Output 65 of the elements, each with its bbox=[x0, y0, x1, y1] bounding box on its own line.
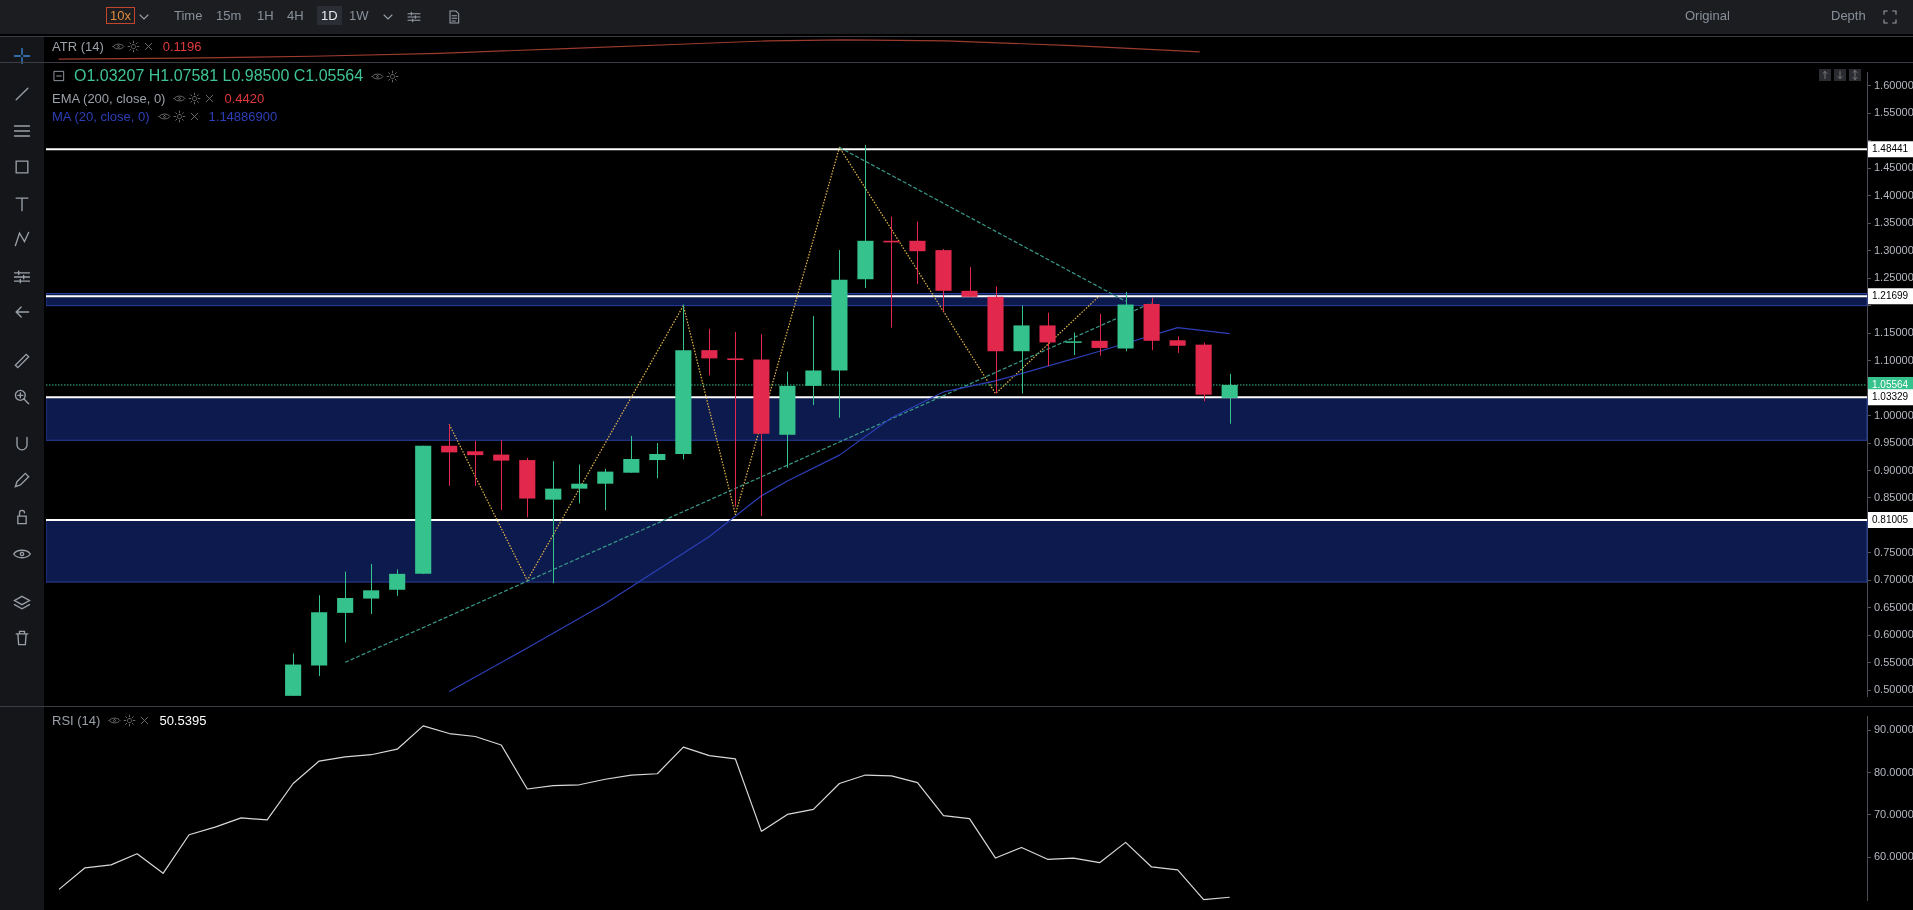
text: Original bbox=[1685, 8, 1730, 23]
y-tick-label: 1.40000 bbox=[1874, 188, 1913, 201]
candlestick bbox=[961, 266, 978, 298]
candlestick bbox=[545, 460, 562, 584]
y-tick-label: 1.35000 bbox=[1874, 216, 1913, 229]
y-tick-label: 70.0000 bbox=[1874, 807, 1913, 820]
ref-line-label: 1.21699 bbox=[1872, 290, 1909, 302]
candlestick bbox=[623, 435, 640, 474]
ref-line-label: 1.05564 bbox=[1872, 378, 1909, 390]
text: Time bbox=[174, 8, 203, 23]
annotation: 1.14886900 bbox=[208, 109, 278, 124]
ref-line-label: 0.81005 bbox=[1872, 513, 1909, 525]
y-tick-label: 90.0000 bbox=[1874, 723, 1913, 736]
line-series bbox=[448, 146, 1101, 582]
annotation: 0.4420 bbox=[224, 91, 265, 106]
text: Depth bbox=[1831, 8, 1866, 23]
candlestick bbox=[649, 442, 666, 479]
candlestick bbox=[597, 468, 614, 511]
candlestick bbox=[909, 221, 926, 285]
candlestick bbox=[1065, 332, 1082, 356]
ref-line-label: 1.03329 bbox=[1872, 391, 1909, 403]
text: MA (20, close, 0) bbox=[52, 109, 150, 124]
candlestick bbox=[727, 331, 744, 508]
chart-title: ATR (14) bbox=[52, 39, 104, 54]
y-tick-label: 0.60000 bbox=[1874, 628, 1913, 641]
text: 1W bbox=[349, 8, 369, 23]
candlestick bbox=[1039, 312, 1056, 367]
chart-title: O1.03207 H1.07581 L0.98500 C1.05564 bbox=[74, 67, 364, 85]
y-tick-label: 0.50000 bbox=[1874, 683, 1913, 696]
candlestick bbox=[389, 568, 406, 597]
candlestick bbox=[441, 423, 458, 487]
y-tick-label: 60.0000 bbox=[1874, 850, 1913, 863]
y-tick-label: 0.75000 bbox=[1874, 545, 1913, 558]
y-tick-label: 1.60000 bbox=[1874, 78, 1913, 91]
annotation: EMA (200, close, 0) bbox=[52, 91, 166, 106]
y-tick-label: 1.45000 bbox=[1874, 161, 1913, 174]
candlestick bbox=[467, 440, 484, 487]
text: 4H bbox=[287, 8, 304, 23]
y-tick-label: 1.25000 bbox=[1874, 271, 1913, 284]
chart-title: RSI (14) bbox=[52, 713, 101, 728]
text: 10x bbox=[106, 7, 135, 24]
y-tick-label: 0.90000 bbox=[1874, 463, 1913, 476]
y-tick-label: 80.0000 bbox=[1874, 765, 1913, 778]
candlestick bbox=[701, 328, 718, 376]
text: 1H bbox=[257, 8, 274, 23]
y-tick-label: 0.85000 bbox=[1874, 491, 1913, 504]
y-tick-label: 0.70000 bbox=[1874, 573, 1913, 586]
y-tick-label: 1.10000 bbox=[1874, 353, 1913, 366]
y-tick-label: 1.00000 bbox=[1874, 408, 1913, 421]
candlestick bbox=[571, 463, 588, 504]
text: 1D bbox=[317, 6, 342, 25]
chart-subtitle: 50.5395 bbox=[159, 713, 207, 728]
y-tick-label: 0.55000 bbox=[1874, 655, 1913, 668]
y-tick-label: 1.30000 bbox=[1874, 243, 1913, 256]
y-tick-label: 1.15000 bbox=[1874, 326, 1913, 339]
candlestick bbox=[1091, 313, 1108, 357]
y-tick-label: 0.95000 bbox=[1874, 436, 1913, 449]
candlestick bbox=[337, 571, 354, 644]
ref-line-label: 1.48441 bbox=[1872, 143, 1909, 155]
candlestick bbox=[363, 563, 380, 615]
y-tick-label: 0.65000 bbox=[1874, 600, 1913, 613]
candlestick bbox=[493, 439, 510, 511]
chart-subtitle: 0.1196 bbox=[162, 39, 202, 54]
y-tick-label: 1.55000 bbox=[1874, 106, 1913, 119]
text: 15m bbox=[216, 8, 242, 23]
